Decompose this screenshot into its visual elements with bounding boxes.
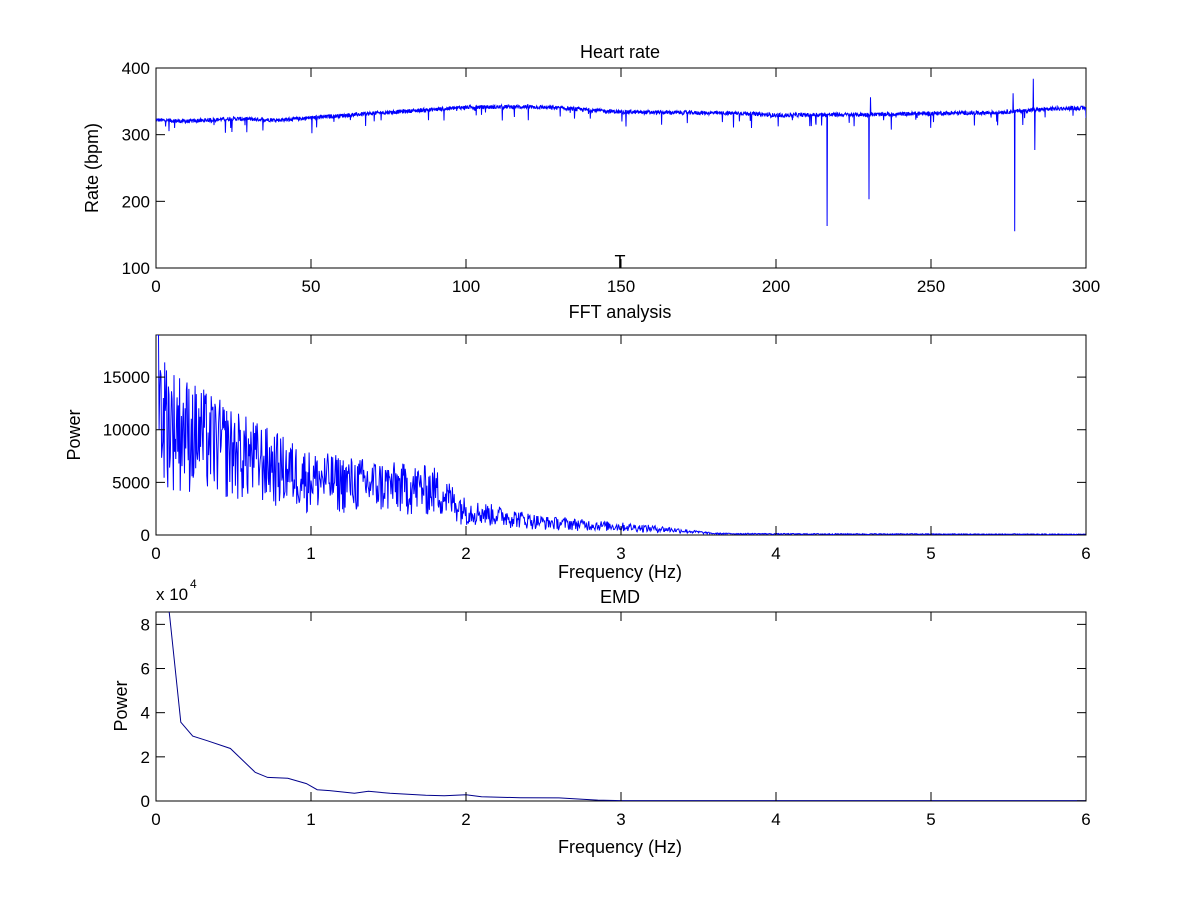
x-tick-label: 4 bbox=[771, 544, 780, 563]
x-tick-label: 0 bbox=[151, 277, 160, 296]
y-multiplier: x 10 bbox=[156, 585, 188, 604]
plot-area bbox=[155, 67, 1087, 269]
x-tick-label: 4 bbox=[771, 810, 780, 829]
y-tick-label: 8 bbox=[141, 615, 150, 634]
x-axis-label: Frequency (Hz) bbox=[558, 562, 682, 582]
x-tick-label: 200 bbox=[762, 277, 790, 296]
y-axis-label: Power bbox=[64, 409, 84, 460]
x-tick-label: 3 bbox=[616, 810, 625, 829]
y-tick-label: 400 bbox=[122, 59, 150, 78]
chart-title: EMD bbox=[600, 587, 640, 607]
x-tick-label: 150 bbox=[607, 277, 635, 296]
x-tick-label: 6 bbox=[1081, 544, 1090, 563]
y-tick-label: 4 bbox=[141, 704, 150, 723]
x-tick-label: 3 bbox=[616, 544, 625, 563]
y-axis-label: Power bbox=[111, 680, 131, 731]
x-tick-label: 100 bbox=[452, 277, 480, 296]
y-tick-label: 0 bbox=[141, 792, 150, 811]
x-tick-label: 1 bbox=[306, 810, 315, 829]
plot-area bbox=[155, 334, 1087, 536]
heart-rate-axes: 0 50 100 150 200 250 300 100 200 300 400 Heart rate… bbox=[82, 42, 1100, 296]
x-tick-label: 250 bbox=[917, 277, 945, 296]
y-tick-label: 100 bbox=[122, 259, 150, 278]
fft-axes: 0 1 2 3 4 5 6 0 5000 10000 15000 FFT analysis Freque… bbox=[64, 302, 1091, 582]
data-series-line bbox=[156, 78, 1086, 232]
x-tick-label: 5 bbox=[926, 810, 935, 829]
y-tick-label: 10000 bbox=[103, 421, 150, 440]
x-tick-label: 0 bbox=[151, 810, 160, 829]
x-tick-label: 6 bbox=[1081, 810, 1090, 829]
y-tick-label: 15000 bbox=[103, 368, 150, 387]
y-axis-label: Rate (bpm) bbox=[82, 123, 102, 213]
x-tick-label: 1 bbox=[306, 544, 315, 563]
y-tick-label: 6 bbox=[141, 660, 150, 679]
chart-title: FFT analysis bbox=[569, 302, 672, 322]
data-series-line bbox=[168, 612, 1086, 801]
y-tick-label: 200 bbox=[122, 192, 150, 211]
x-tick-label: 50 bbox=[302, 277, 321, 296]
x-tick-label: 2 bbox=[461, 544, 470, 563]
x-axis-label: T bbox=[615, 252, 626, 272]
y-tick-label: 5000 bbox=[112, 473, 150, 492]
x-tick-label: 300 bbox=[1072, 277, 1100, 296]
y-exponent: 4 bbox=[190, 577, 197, 591]
y-tick-label: 2 bbox=[141, 748, 150, 767]
x-tick-label: 0 bbox=[151, 544, 160, 563]
x-axis-label: Frequency (Hz) bbox=[558, 837, 682, 857]
plot-area bbox=[155, 611, 1087, 802]
x-tick-label: 5 bbox=[926, 544, 935, 563]
y-tick-label: 0 bbox=[141, 526, 150, 545]
chart-title: Heart rate bbox=[580, 42, 660, 62]
x-tick-label: 2 bbox=[461, 810, 470, 829]
y-tick-label: 300 bbox=[122, 126, 150, 145]
